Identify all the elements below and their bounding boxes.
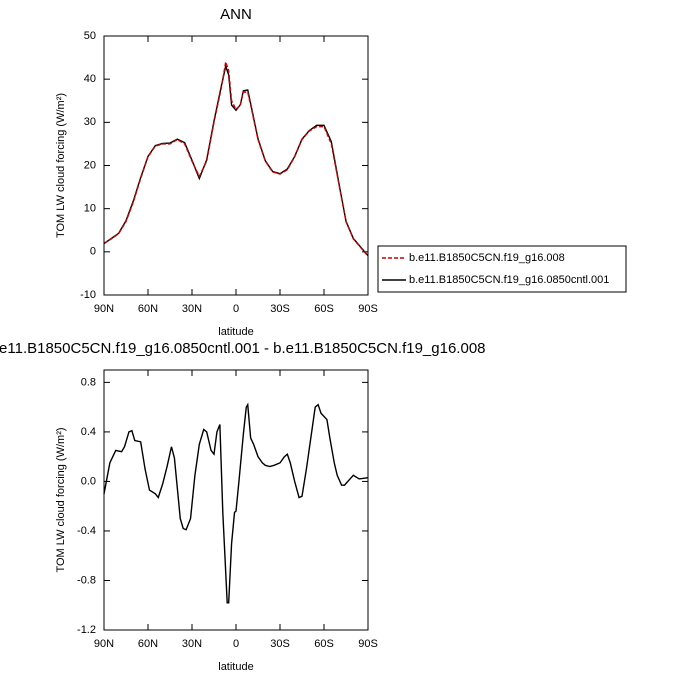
y-tick-label: 0 xyxy=(90,246,96,258)
legend-box xyxy=(377,245,627,293)
plot-frame xyxy=(103,369,369,631)
y-axis-label: TOM LW cloud forcing (W/m²) xyxy=(55,427,67,572)
x-tick-label: 60N xyxy=(138,638,158,650)
x-tick-label: 90S xyxy=(358,638,378,650)
y-tick-label: -0.8 xyxy=(77,574,96,586)
x-tick-label: 0 xyxy=(233,638,239,650)
x-tick-label: 0 xyxy=(233,303,239,315)
chart-title: b.e11.B1850C5CN.f19_g16.0850cntl.001 - b… xyxy=(0,340,485,357)
legend-label: b.e11.B1850C5CN.f19_g16.0850cntl.001 xyxy=(409,274,609,286)
legend-label: b.e11.B1850C5CN.f19_g16.008 xyxy=(409,252,565,264)
y-tick-label: 0.8 xyxy=(81,376,96,388)
x-tick-label: 60N xyxy=(138,303,158,315)
y-tick-label: 10 xyxy=(84,203,96,215)
x-tick-label: 30N xyxy=(182,303,202,315)
x-tick-label: 30S xyxy=(270,638,290,650)
y-tick-label: 30 xyxy=(84,116,96,128)
y-tick-label: -0.4 xyxy=(77,525,96,537)
y-axis-label: TOM LW cloud forcing (W/m²) xyxy=(55,93,67,238)
line-series xyxy=(103,61,369,257)
x-tick-label: 90N xyxy=(94,303,114,315)
y-tick-label: 20 xyxy=(84,159,96,171)
x-tick-label: 90S xyxy=(358,303,378,315)
chart-title: ANN xyxy=(220,6,252,23)
x-tick-label: 90N xyxy=(94,638,114,650)
x-tick-label: 30N xyxy=(182,638,202,650)
x-tick-label: 30S xyxy=(270,303,290,315)
line-series xyxy=(103,402,369,604)
x-axis-label: latitude xyxy=(218,661,253,673)
x-axis-label: latitude xyxy=(218,326,253,338)
y-tick-label: 50 xyxy=(84,30,96,42)
y-tick-label: 0.4 xyxy=(81,426,96,438)
x-tick-label: 60S xyxy=(314,303,334,315)
line-series xyxy=(103,63,369,257)
y-tick-label: 0.0 xyxy=(81,475,96,487)
plot-frame xyxy=(103,35,369,296)
y-tick-label: -10 xyxy=(80,289,96,301)
y-tick-label: -1.2 xyxy=(77,624,96,636)
x-tick-label: 60S xyxy=(314,638,334,650)
y-tick-label: 40 xyxy=(84,73,96,85)
